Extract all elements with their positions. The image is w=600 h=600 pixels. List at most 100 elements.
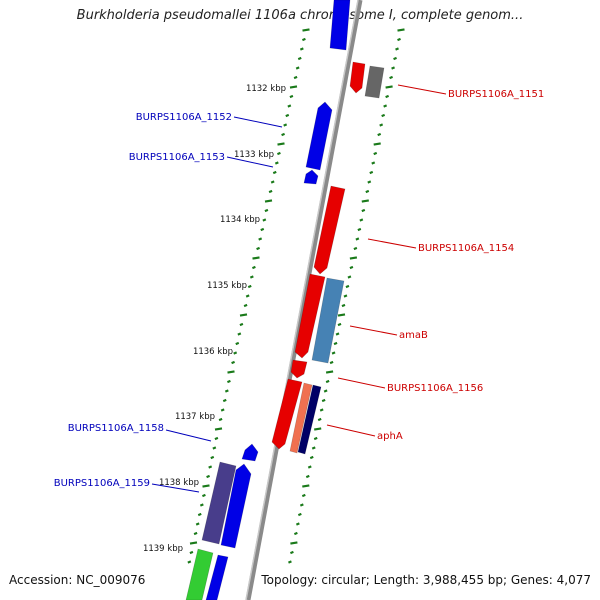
tick-mark	[301, 493, 306, 498]
map-title: Burkholderia pseudomallei 1106a chromoso…	[76, 8, 524, 23]
tick-mark	[243, 303, 248, 308]
tick-mark	[323, 389, 328, 393]
tick-mark	[302, 37, 306, 42]
gene-label[interactable]: aphA	[377, 431, 403, 442]
tick-mark	[277, 151, 281, 156]
tick-mark	[349, 265, 354, 270]
tick-mark	[299, 503, 304, 507]
feature-burps1106a-1159[interactable]	[220, 463, 252, 549]
tick-mark	[264, 199, 273, 203]
tick-mark	[359, 218, 364, 222]
tick-mark	[206, 474, 210, 479]
tick-mark	[224, 389, 229, 393]
tick-mark	[361, 199, 369, 203]
tick-mark	[239, 322, 244, 327]
feature-small-reverse[interactable]	[241, 443, 259, 462]
tick-mark	[256, 246, 260, 251]
ruler-label: 1139 kbp	[143, 544, 183, 554]
feature-burps1106a-1153[interactable]	[303, 169, 319, 185]
tick-mark	[239, 313, 248, 317]
topology-label: Topology: circular; Length: 3,988,455 bp…	[261, 573, 591, 587]
gene-label[interactable]: BURPS1106A_1152	[136, 112, 232, 123]
tick-mark	[233, 351, 238, 355]
backbone-line	[245, 0, 363, 600]
tick-mark	[285, 113, 290, 118]
tick-mark	[367, 180, 372, 184]
tick-mark	[195, 522, 200, 526]
tick-mark	[202, 493, 206, 498]
outer-tick-track	[187, 28, 310, 564]
tick-mark	[214, 427, 223, 431]
tick-mark	[220, 408, 225, 412]
label-leader-line	[233, 116, 283, 128]
tick-mark	[197, 512, 202, 517]
tick-mark	[377, 132, 382, 137]
label-leader-line	[165, 429, 212, 442]
tick-mark	[252, 265, 256, 270]
tick-mark	[218, 417, 223, 422]
feature-top-reverse[interactable]	[329, 0, 351, 51]
tick-mark	[231, 360, 235, 365]
tick-mark	[331, 351, 336, 355]
feature-burps1106a-1154[interactable]	[313, 185, 346, 275]
tick-mark	[343, 294, 348, 298]
tick-mark	[371, 161, 376, 165]
tick-mark	[353, 246, 358, 251]
gene-label[interactable]: BURPS1106A_1156	[387, 383, 483, 394]
tick-mark	[369, 170, 374, 175]
tick-mark	[281, 132, 285, 137]
gene-labels: BURPS1106A_1151 BURPS1106A_1152 BURPS1106A…	[54, 84, 544, 493]
tick-mark	[321, 398, 326, 403]
tick-mark	[249, 275, 254, 279]
tick-mark	[187, 560, 192, 564]
tick-mark	[341, 303, 346, 308]
tick-mark	[193, 531, 198, 536]
tick-mark	[287, 104, 292, 108]
label-leader-line	[397, 84, 447, 95]
tick-mark	[202, 484, 210, 488]
tick-mark	[325, 379, 330, 384]
tick-mark	[189, 550, 194, 555]
gene-label[interactable]: BURPS1106A_1159	[54, 478, 150, 489]
tick-mark	[295, 66, 300, 70]
ruler-labels: 1132 kbp 1133 kbp 1134 kbp 1135 kbp 1136 kbp…	[143, 84, 286, 554]
label-leader-line	[326, 424, 376, 437]
inner-tick-track	[288, 28, 405, 564]
ruler-label: 1132 kbp	[246, 84, 286, 94]
tick-mark	[299, 47, 304, 51]
tick-mark	[212, 446, 217, 450]
gene-label[interactable]: amaB	[399, 330, 428, 341]
feature-burps1106a-1156[interactable]	[290, 359, 308, 379]
tick-mark	[270, 180, 275, 184]
tick-mark	[297, 512, 302, 517]
tick-mark	[252, 256, 260, 260]
ruler-label: 1135 kbp	[207, 281, 247, 291]
backbone-highlight	[245, 0, 359, 600]
tick-mark	[397, 37, 401, 42]
gene-label[interactable]: BURPS1106A_1154	[418, 243, 514, 254]
gene-label[interactable]: BURPS1106A_1153	[129, 152, 225, 163]
tick-mark	[397, 28, 405, 32]
tick-mark	[389, 75, 393, 80]
tick-mark	[395, 47, 399, 51]
tick-mark	[227, 379, 231, 384]
feature-apha[interactable]	[271, 378, 322, 455]
tick-mark	[309, 455, 314, 460]
tick-mark	[235, 341, 240, 346]
feature-burps1106a-1152[interactable]	[305, 101, 333, 171]
tick-mark	[189, 541, 198, 545]
feature-amab[interactable]	[294, 273, 345, 364]
tick-mark	[293, 531, 298, 536]
gene-label[interactable]: BURPS1106A_1158	[68, 423, 164, 434]
gene-label[interactable]: BURPS1106A_1151	[448, 89, 544, 100]
tick-mark	[335, 332, 340, 336]
feature-burps1106a-1151[interactable]	[349, 61, 385, 99]
tick-mark	[268, 189, 273, 194]
tick-mark	[227, 370, 235, 374]
tick-mark	[302, 484, 310, 488]
tick-mark	[245, 294, 250, 298]
tick-mark	[365, 189, 370, 194]
feature-burps1106a-1158[interactable]	[201, 461, 237, 545]
feature-bottom-green[interactable]	[185, 548, 229, 600]
